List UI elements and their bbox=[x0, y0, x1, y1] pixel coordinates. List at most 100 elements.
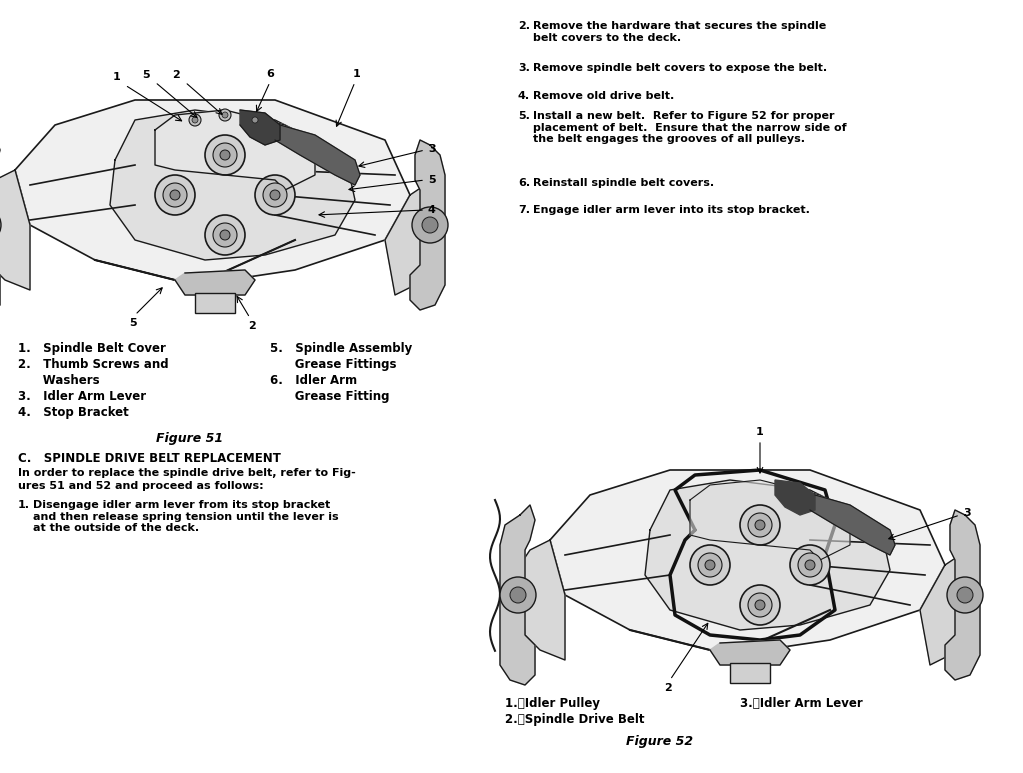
Circle shape bbox=[412, 207, 448, 243]
Polygon shape bbox=[550, 470, 945, 655]
Polygon shape bbox=[775, 480, 815, 515]
Text: ures 51 and 52 and proceed as follows:: ures 51 and 52 and proceed as follows: bbox=[18, 481, 264, 491]
Text: Washers: Washers bbox=[18, 374, 99, 387]
Text: Reinstall spindle belt covers.: Reinstall spindle belt covers. bbox=[533, 178, 714, 188]
Text: Figure 51: Figure 51 bbox=[157, 432, 224, 445]
Text: 1.	Idler Pulley: 1. Idler Pulley bbox=[505, 697, 601, 710]
Text: Remove the hardware that secures the spindle
belt covers to the deck.: Remove the hardware that secures the spi… bbox=[533, 21, 827, 43]
Text: 3.	Idler Arm Lever: 3. Idler Arm Lever bbox=[740, 697, 862, 710]
Text: In order to replace the spindle drive belt, refer to Fig-: In order to replace the spindle drive be… bbox=[18, 468, 356, 478]
Polygon shape bbox=[644, 480, 890, 630]
Circle shape bbox=[155, 175, 195, 215]
Text: 1: 1 bbox=[756, 427, 764, 437]
Circle shape bbox=[192, 117, 198, 123]
Text: Install a new belt.  Refer to Figure 52 for proper
placement of belt.  Ensure th: Install a new belt. Refer to Figure 52 f… bbox=[533, 111, 847, 145]
Circle shape bbox=[263, 183, 287, 207]
Text: Remove old drive belt.: Remove old drive belt. bbox=[533, 91, 674, 101]
Polygon shape bbox=[275, 125, 360, 185]
Text: Disengage idler arm lever from its stop bracket
and then release spring tension : Disengage idler arm lever from its stop … bbox=[33, 500, 339, 533]
Circle shape bbox=[510, 587, 526, 603]
Polygon shape bbox=[920, 555, 970, 665]
Text: 5.   Spindle Assembly: 5. Spindle Assembly bbox=[270, 342, 412, 355]
Circle shape bbox=[252, 117, 258, 123]
Circle shape bbox=[790, 545, 830, 585]
Polygon shape bbox=[240, 110, 280, 145]
Text: 5.: 5. bbox=[518, 111, 530, 121]
Circle shape bbox=[798, 553, 822, 577]
Circle shape bbox=[947, 577, 983, 613]
Circle shape bbox=[163, 183, 187, 207]
Text: 2: 2 bbox=[664, 683, 672, 693]
Text: 2: 2 bbox=[249, 321, 256, 331]
Text: 3.: 3. bbox=[518, 63, 530, 73]
Circle shape bbox=[755, 520, 765, 530]
Text: 1.   Spindle Belt Cover: 1. Spindle Belt Cover bbox=[18, 342, 166, 355]
Text: 4: 4 bbox=[428, 205, 436, 215]
Text: Figure 52: Figure 52 bbox=[626, 735, 694, 748]
Text: 5: 5 bbox=[129, 318, 137, 328]
Text: 2.	Spindle Drive Belt: 2. Spindle Drive Belt bbox=[505, 713, 644, 726]
Text: 7.: 7. bbox=[518, 205, 530, 215]
Text: Grease Fittings: Grease Fittings bbox=[270, 358, 397, 371]
Circle shape bbox=[255, 175, 295, 215]
Text: 3.   Idler Arm Lever: 3. Idler Arm Lever bbox=[18, 390, 146, 403]
Polygon shape bbox=[810, 495, 895, 555]
Polygon shape bbox=[945, 510, 980, 680]
Circle shape bbox=[957, 587, 973, 603]
Circle shape bbox=[213, 223, 237, 247]
Polygon shape bbox=[710, 640, 790, 665]
Polygon shape bbox=[110, 110, 355, 260]
Text: 2.   Thumb Screws and: 2. Thumb Screws and bbox=[18, 358, 169, 371]
Text: 2.: 2. bbox=[518, 21, 530, 31]
Circle shape bbox=[748, 593, 772, 617]
Polygon shape bbox=[410, 140, 445, 310]
Text: 5: 5 bbox=[428, 175, 436, 185]
Text: 6.   Idler Arm: 6. Idler Arm bbox=[270, 374, 357, 387]
Circle shape bbox=[219, 109, 231, 121]
Text: 4.   Stop Bracket: 4. Stop Bracket bbox=[18, 406, 129, 419]
Circle shape bbox=[705, 560, 715, 570]
Text: 1: 1 bbox=[113, 72, 120, 82]
Text: C.   SPINDLE DRIVE BELT REPLACEMENT: C. SPINDLE DRIVE BELT REPLACEMENT bbox=[18, 452, 281, 465]
Text: 3: 3 bbox=[428, 144, 436, 154]
Text: 2: 2 bbox=[172, 70, 180, 80]
Text: Grease Fitting: Grease Fitting bbox=[270, 390, 390, 403]
FancyBboxPatch shape bbox=[195, 293, 235, 313]
Circle shape bbox=[205, 135, 244, 175]
Circle shape bbox=[500, 577, 536, 613]
Circle shape bbox=[422, 217, 438, 233]
Circle shape bbox=[755, 600, 765, 610]
Text: 1: 1 bbox=[353, 69, 361, 79]
Text: Engage idler arm lever into its stop bracket.: Engage idler arm lever into its stop bra… bbox=[533, 205, 810, 215]
Circle shape bbox=[189, 114, 201, 126]
Polygon shape bbox=[155, 110, 315, 190]
Circle shape bbox=[220, 150, 230, 160]
Text: 3: 3 bbox=[963, 508, 971, 518]
Polygon shape bbox=[175, 270, 255, 295]
Circle shape bbox=[805, 560, 815, 570]
Circle shape bbox=[270, 190, 280, 200]
Circle shape bbox=[249, 114, 261, 126]
Circle shape bbox=[205, 215, 244, 255]
Circle shape bbox=[170, 190, 180, 200]
Text: Remove spindle belt covers to expose the belt.: Remove spindle belt covers to expose the… bbox=[533, 63, 828, 73]
Polygon shape bbox=[15, 100, 410, 285]
Polygon shape bbox=[0, 170, 30, 290]
Circle shape bbox=[690, 545, 730, 585]
Polygon shape bbox=[500, 505, 535, 685]
Circle shape bbox=[740, 505, 780, 545]
Circle shape bbox=[748, 513, 772, 537]
Text: 4.: 4. bbox=[518, 91, 530, 101]
Circle shape bbox=[222, 112, 228, 118]
Polygon shape bbox=[520, 540, 565, 660]
FancyBboxPatch shape bbox=[730, 663, 770, 683]
Text: 1.: 1. bbox=[18, 500, 30, 510]
Text: 5: 5 bbox=[142, 70, 150, 80]
Circle shape bbox=[213, 143, 237, 167]
Circle shape bbox=[698, 553, 722, 577]
Circle shape bbox=[740, 585, 780, 625]
Polygon shape bbox=[385, 185, 435, 295]
Text: 6.: 6. bbox=[518, 178, 530, 188]
Polygon shape bbox=[690, 480, 850, 560]
Text: 6: 6 bbox=[266, 69, 274, 79]
